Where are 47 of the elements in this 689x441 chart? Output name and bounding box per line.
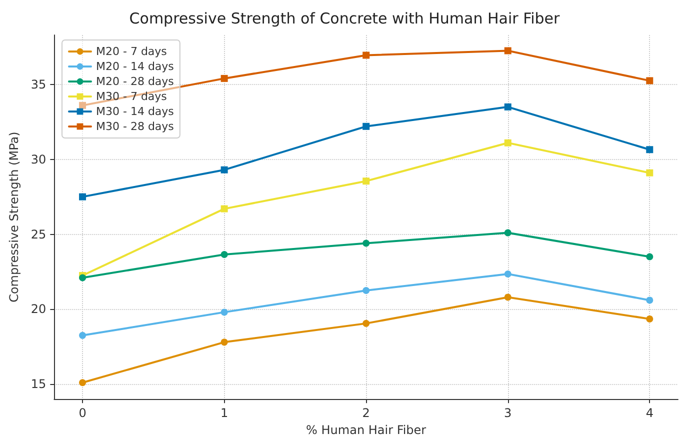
point: [362, 52, 370, 59]
point: [504, 47, 512, 54]
legend-label: M30 - 28 days: [96, 120, 174, 133]
point: [504, 139, 512, 146]
point: [220, 166, 228, 174]
point: [220, 74, 228, 82]
point: [504, 103, 512, 110]
x-tick-label: 0: [78, 406, 86, 420]
point: [220, 308, 228, 316]
point: [79, 274, 86, 282]
point: [362, 286, 370, 294]
point: [504, 294, 512, 301]
point: [504, 270, 512, 278]
point: [646, 296, 654, 304]
point: [362, 178, 370, 185]
legend-label: M20 - 7 days: [96, 45, 168, 58]
y-tick-label: 20: [30, 302, 46, 316]
point: [79, 332, 86, 339]
legend-label: M30 - 14 days: [96, 105, 174, 118]
y-tick-label: 35: [30, 77, 46, 92]
point: [646, 146, 654, 154]
y-tick-label: 30: [30, 152, 46, 166]
x-axis-title: % Human Hair Fiber: [306, 423, 426, 437]
point: [79, 379, 86, 386]
y-axis-title: Compressive Strength (MPa): [7, 132, 21, 302]
point: [362, 320, 370, 327]
point: [79, 102, 86, 109]
y-tick-label: 25: [30, 227, 46, 242]
legend-label: M20 - 14 days: [96, 60, 174, 73]
legend-label: M20 - 28 days: [96, 75, 174, 88]
chart-title: Compressive Strength of Concrete with Human Hair Fiber: [129, 10, 561, 28]
point: [220, 251, 228, 258]
point: [79, 193, 86, 200]
x-tick-label: 1: [220, 406, 228, 420]
point: [504, 229, 512, 236]
x-tick-label: 2: [362, 406, 370, 420]
point: [220, 338, 228, 346]
point: [646, 253, 654, 260]
point: [646, 315, 654, 322]
point: [220, 205, 228, 212]
x-tick-label: 3: [504, 406, 512, 420]
y-tick-label: 15: [30, 377, 46, 392]
x-tick-label: 4: [646, 406, 654, 420]
point: [362, 240, 370, 247]
point: [646, 169, 654, 176]
point: [646, 77, 654, 84]
point: [362, 122, 370, 130]
